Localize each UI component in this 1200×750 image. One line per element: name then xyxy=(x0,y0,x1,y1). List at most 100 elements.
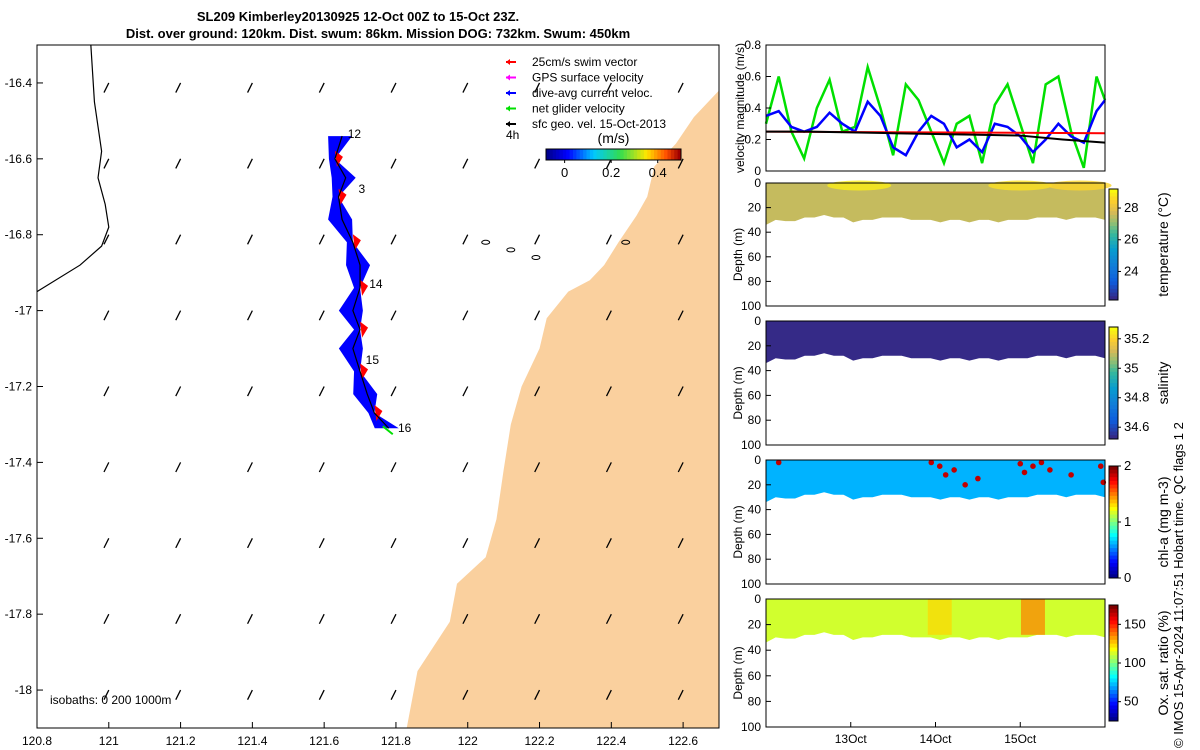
colorbar-segment xyxy=(1109,697,1118,703)
geo-vector xyxy=(390,82,397,93)
colorbar-tick-label: 100 xyxy=(1124,655,1146,670)
colorbar-segment xyxy=(1109,717,1118,722)
colorbar-segment xyxy=(1109,270,1118,275)
colorbar-segment xyxy=(1109,251,1118,257)
colorbar-segment xyxy=(569,149,574,160)
colorbar-segment xyxy=(1109,605,1118,610)
land-mass xyxy=(406,37,719,728)
colorbar-segment xyxy=(1109,416,1118,421)
colorbar-segment xyxy=(1109,670,1118,676)
chla-hot-spot xyxy=(942,472,949,478)
x-tick-label: 121.4 xyxy=(237,734,267,748)
geo-vector xyxy=(390,234,397,245)
colorbar-segment xyxy=(1109,666,1118,672)
colorbar-segment xyxy=(562,149,567,160)
colorbar-segment xyxy=(1109,375,1118,380)
y-tick-label: 20 xyxy=(748,201,762,215)
colorbar-segment xyxy=(1109,466,1118,471)
current-vectors xyxy=(328,136,399,429)
colorbar-segment xyxy=(549,149,554,160)
geo-vector xyxy=(462,234,469,245)
geo-vector xyxy=(390,689,397,700)
colorbar-segment xyxy=(1109,192,1118,197)
y-tick-label: 0.8 xyxy=(744,38,761,52)
section-highlight xyxy=(827,180,892,191)
colorbar-segment xyxy=(1109,612,1118,618)
colorbar-tick-label: 0 xyxy=(1124,570,1131,585)
colorbar-segment xyxy=(1109,469,1118,474)
colorbar-segment xyxy=(1109,690,1118,695)
colorbar-segment xyxy=(1109,518,1118,523)
colorbar-segment xyxy=(1109,507,1118,512)
colorbar-segment xyxy=(1109,525,1118,530)
y-tick-label: 20 xyxy=(748,339,762,353)
colorbar-segment xyxy=(637,149,641,160)
geo-vector xyxy=(246,613,253,625)
colorbar-tick-label: 28 xyxy=(1124,200,1138,215)
colorbar-frame xyxy=(1108,326,1119,440)
geo-vector xyxy=(390,158,397,169)
section-highlight xyxy=(988,180,1053,191)
geo-vector xyxy=(318,310,325,321)
geo-vector xyxy=(605,537,612,549)
geo-vector xyxy=(677,613,684,625)
geo-vector xyxy=(175,613,182,625)
colorbar-segment xyxy=(1109,214,1118,220)
colorbar-segment xyxy=(1109,371,1118,377)
colorbar-segment xyxy=(654,149,658,160)
geo-vector xyxy=(462,386,469,397)
colorbar-segment xyxy=(1109,207,1118,212)
colorbar-segment xyxy=(1109,484,1118,489)
colorbar-segment xyxy=(640,149,645,160)
chla-hot-spot xyxy=(1017,460,1024,467)
x-tick-label: 15Oct xyxy=(1004,732,1037,746)
colorbar-segment xyxy=(1109,709,1118,714)
colorbar-segment xyxy=(1109,237,1118,242)
geo-vector xyxy=(462,158,469,169)
colorbar-segment xyxy=(1109,412,1118,418)
y-tick-label: 60 xyxy=(748,527,762,541)
geo-vector xyxy=(318,386,325,397)
y-tick-label: 40 xyxy=(748,364,762,378)
colorbar-segment xyxy=(1109,349,1118,354)
colorbar-tick-label: 50 xyxy=(1124,694,1138,709)
colorbar-segment xyxy=(1109,635,1118,641)
colorbar-segment xyxy=(1109,540,1118,545)
geo-vector xyxy=(462,462,469,473)
legend-swatch-head xyxy=(506,59,510,65)
colorbar-segment xyxy=(1109,693,1118,699)
swim-vector xyxy=(360,321,369,338)
colorbar-segment xyxy=(1109,379,1118,384)
colorbar-segment xyxy=(633,149,638,160)
colorbar-segment xyxy=(1109,211,1118,216)
y-tick-label: -18 xyxy=(15,683,33,697)
colorbar-segment xyxy=(559,149,564,160)
y-tick-label: 40 xyxy=(748,643,762,657)
colorbar-segment xyxy=(1109,218,1118,223)
colorbar-segment xyxy=(1109,682,1118,687)
legend-swatch-head xyxy=(506,105,510,112)
colorbar-segment xyxy=(1109,229,1118,234)
velocity-series xyxy=(766,130,1106,144)
colorbar-segment xyxy=(1109,548,1118,553)
x-tick-label: 14Oct xyxy=(919,732,952,746)
colorbar-segment xyxy=(1109,288,1118,294)
geo-vector xyxy=(534,310,541,321)
colorbar-segment xyxy=(677,149,682,160)
colorbar-segment xyxy=(600,149,604,160)
colorbar-label: Ox. sat. ratio (%) xyxy=(1155,610,1171,715)
geo-vector xyxy=(677,82,684,93)
geo-vector xyxy=(318,234,325,245)
y-tick-label: 100 xyxy=(741,720,761,734)
chla-hot-spot xyxy=(1097,463,1104,470)
colorbar-segment xyxy=(1109,499,1118,504)
colorbar-segment xyxy=(1109,356,1118,362)
colorbar-segment xyxy=(620,149,625,160)
geo-vector xyxy=(462,82,469,93)
geo-vector xyxy=(103,386,110,397)
x-tick-label: 121.6 xyxy=(309,734,339,748)
colorbar-segment xyxy=(1109,248,1118,253)
y-tick-label: 0.6 xyxy=(744,70,761,84)
colorbar-segment xyxy=(1109,510,1118,516)
